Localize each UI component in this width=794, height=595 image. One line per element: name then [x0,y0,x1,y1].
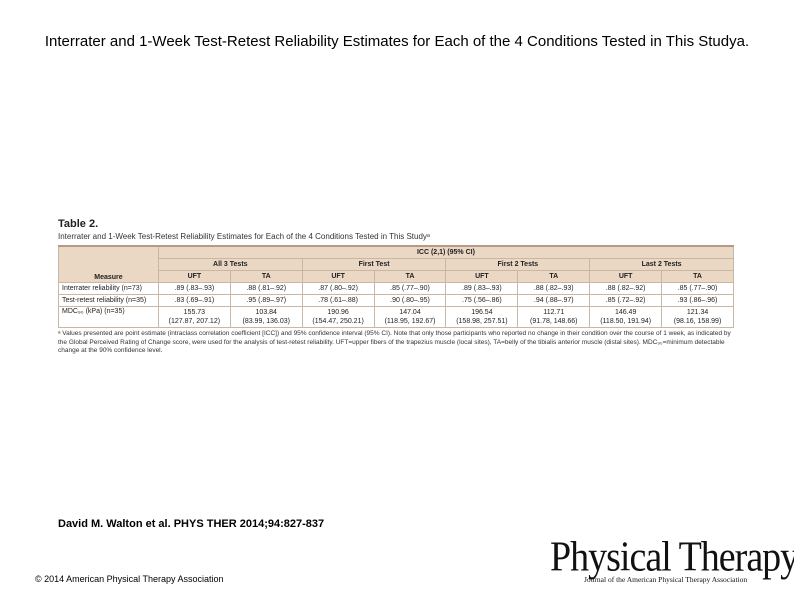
cell-value: 190.96 (154.47, 250.21) [301,306,375,328]
logo-tagline: Journal of the American Physical Therapy… [584,575,748,584]
cell-value: .75 (.56–.86) [445,294,519,307]
subheader: UFT [445,270,519,283]
cell-value: 155.73 (127.87, 207.12) [157,306,231,328]
subheader: TA [373,270,447,283]
table-row: Test-retest reliability (n=35) .83 (.69–… [58,294,734,307]
cell-value: .88 (.82–.92) [589,282,663,295]
reliability-table: Measure ICC (2,1) (95% CI) All 3 Tests F… [58,245,735,328]
row-measure: Test-retest reliability (n=35) [58,294,159,307]
group-header: First 2 Tests [445,258,591,271]
mdc-value: 155.73 [183,309,206,316]
group-header: All 3 Tests [157,258,303,271]
table-figure: Table 2. Interrater and 1-Week Test-Rete… [58,218,735,356]
mdc-value: 147.04 [399,309,421,316]
measure-header: Measure [58,245,159,283]
subheader: TA [229,270,303,283]
cell-value: .90 (.80–.95) [373,294,447,307]
subheader: UFT [301,270,375,283]
mdc-value: 121.34 [686,309,709,316]
cell-value: .78 (.61–.88) [301,294,375,307]
cell-value: .89 (.83–.93) [157,282,231,295]
cell-value: .85 (.77–.90) [661,282,734,295]
table-caption: Interrater and 1-Week Test-Retest Reliab… [58,232,430,241]
mdc-ci: (91.78, 148.66) [530,318,578,325]
group-header: Last 2 Tests [589,258,734,271]
journal-logo: Physical Therapy Journal of the American… [550,533,794,586]
table-footnote: ᵃ Values presented are point estimate (i… [58,330,731,354]
cell-value: .85 (.72–.92) [589,294,663,307]
cell-value: .83 (.69–.91) [157,294,231,307]
logo-wordmark: Physical Therapy [550,533,794,581]
mdc-ci: (98.16, 158.99) [673,318,722,325]
subheader: TA [661,270,734,283]
mdc-ci: (154.47, 250.21) [312,318,364,325]
subheader: UFT [157,270,231,283]
citation: David M. Walton et al. PHYS THER 2014;94… [58,518,325,530]
row-measure: MDC₉₀ (kPa) (n=35) [58,306,159,328]
cell-value: .87 (.80–.92) [301,282,375,295]
mdc-value: 196.54 [471,309,493,316]
cell-value: .89 (.83–.93) [445,282,519,295]
slide-title: Interrater and 1-Week Test-Retest Reliab… [44,33,750,50]
mdc-value: 190.96 [327,309,349,316]
subheader: TA [517,270,591,283]
subheader: UFT [589,270,663,283]
mdc-ci: (158.98, 257.51) [456,318,508,325]
cell-value: .95 (.89–.97) [229,294,303,307]
table-row: MDC₉₀ (kPa) (n=35) 155.73 (127.87, 207.12… [58,306,734,328]
icc-header: ICC (2,1) (95% CI) [157,245,735,259]
cell-value: .85 (.77–.90) [373,282,447,295]
cell-value: .88 (.82–.93) [517,282,591,295]
mdc-ci: (118.95, 192.67) [384,318,436,325]
cell-value: .88 (.81–.92) [229,282,303,295]
mdc-value: 103.84 [255,309,277,316]
table-label: Table 2. [58,218,99,230]
mdc-value: 146.49 [614,309,637,316]
mdc-ci: (127.87, 207.12) [168,318,221,325]
mdc-ci: (118.50, 191.94) [600,318,652,325]
cell-value: 196.54 (158.98, 257.51) [445,306,519,328]
cell-value: 112.71 (91.78, 148.66) [517,306,591,328]
cell-value: 146.49 (118.50, 191.94) [589,306,663,328]
cell-value: .93 (.86–.96) [661,294,734,307]
row-measure: Interrater reliability (n=73) [58,282,159,295]
cell-value: 147.04 (118.95, 192.67) [373,306,447,328]
cell-value: 103.84 (83.99, 136.03) [229,306,303,328]
mdc-ci: (83.99, 136.03) [242,318,290,325]
group-header: First Test [301,258,447,271]
copyright: © 2014 American Physical Therapy Associa… [35,574,224,584]
cell-value: 121.34 (98.16, 158.99) [661,306,734,328]
cell-value: .94 (.88–.97) [517,294,591,307]
table-row: Interrater reliability (n=73) .89 (.83–.… [58,282,734,295]
mdc-value: 112.71 [543,309,565,316]
